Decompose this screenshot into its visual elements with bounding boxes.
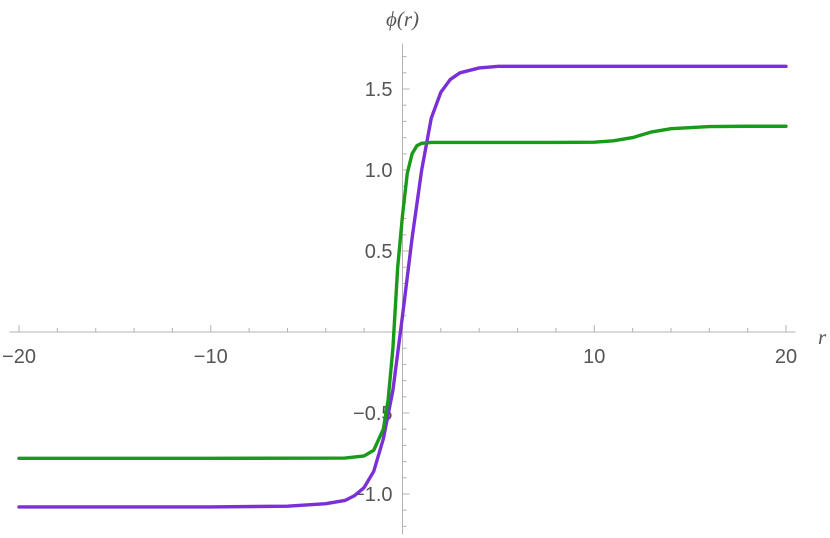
y-tick-label: −1.0: [353, 484, 392, 506]
y-axis-label: ϕ(r): [386, 7, 419, 31]
x-tick-label: −20: [2, 346, 36, 368]
series-layer: [17, 64, 788, 509]
y-tick-label: −0.5: [353, 403, 392, 425]
y-tick-label: 1.5: [365, 79, 393, 101]
y-tick-label: 0.5: [365, 241, 393, 263]
series-line-purple: [17, 64, 788, 509]
x-tick-label: 10: [583, 346, 605, 368]
series-line-green: [17, 124, 788, 461]
axis-ticks: −20 −10 10 20 −1.0 −0.5 0.5 1.0 1.5: [2, 56, 797, 527]
x-tick-label: −10: [194, 346, 228, 368]
x-tick-label: 20: [775, 346, 797, 368]
y-tick-label: 1.0: [365, 160, 393, 182]
x-axis-label: r: [818, 325, 827, 349]
